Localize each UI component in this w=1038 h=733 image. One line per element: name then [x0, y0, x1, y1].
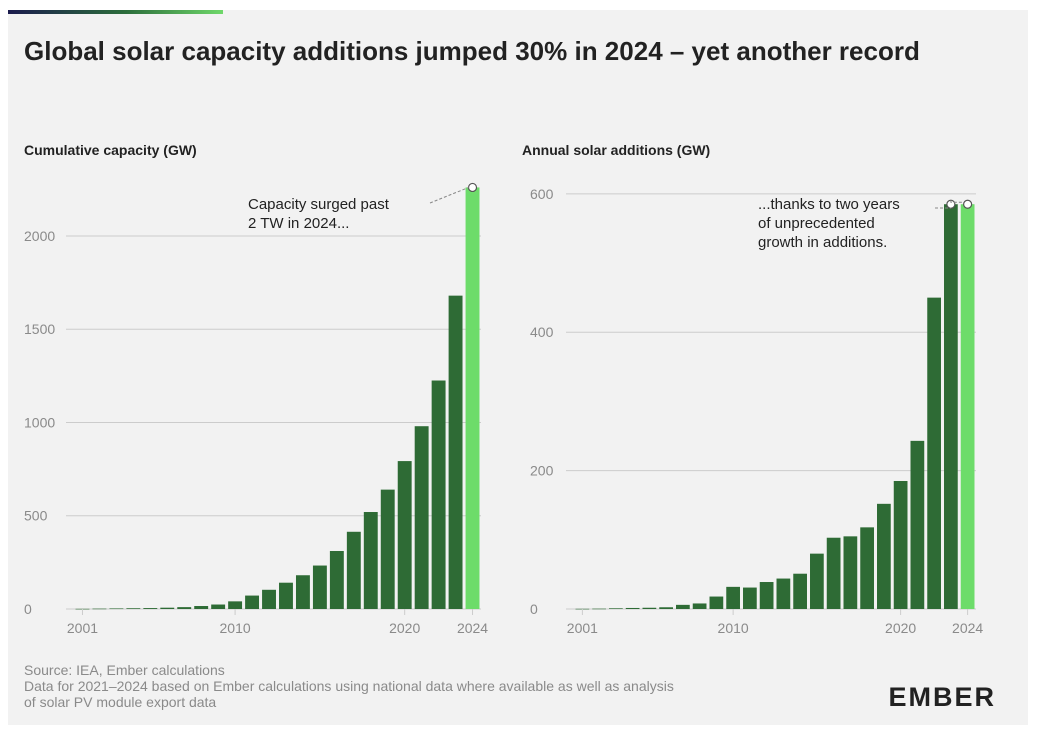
cumulative-bar-2010: [228, 601, 243, 609]
cumulative-annotation-line: 2 TW in 2024...: [248, 215, 349, 232]
annual-bar-2014: [793, 573, 807, 609]
footer-note-line1: Data for 2021–2024 based on Ember calcul…: [24, 678, 674, 694]
annual-bar-2016: [826, 537, 841, 609]
cumulative-bar-2008: [194, 606, 209, 609]
left-chart-title: Cumulative capacity (GW): [24, 142, 197, 158]
annual-bar-2023: [944, 204, 958, 609]
annual-bar-2003: [609, 608, 623, 609]
footer-note-line2: of solar PV module export data: [24, 694, 217, 710]
annual-bar-2004: [625, 607, 640, 609]
cumulative-bar-2012: [262, 589, 276, 609]
cumulative-bar-2007: [177, 607, 192, 609]
cumulative-x-tick-label: 2020: [389, 620, 420, 636]
cumulative-bar-2005: [143, 608, 158, 609]
cumulative-bar-2016: [329, 550, 344, 609]
cumulative-bar-2017: [346, 531, 361, 609]
annual-bar-2020: [893, 480, 908, 609]
cumulative-y-tick-label: 1500: [24, 321, 55, 337]
annual-bar-2015: [810, 553, 824, 609]
cumulative-annotation-line: Capacity surged past: [248, 196, 390, 213]
accent-bar: [8, 10, 223, 14]
cumulative-capacity-chart: 0 500 1000 1500 2000 2001 2010 2020 2024 Capacity…: [24, 182, 488, 636]
annual-annotation-bracket: [950, 200, 964, 203]
annual-bar-2018: [860, 527, 874, 609]
cumulative-bar-2015: [312, 565, 327, 609]
page-title: Global solar capacity additions jumped 3…: [24, 36, 920, 66]
cumulative-y-tick-label: 1000: [24, 414, 55, 430]
annual-bar-2013: [776, 578, 791, 609]
annual-bar-2010: [726, 586, 740, 609]
annual-additions-chart: 0 200 400 600 2001 2010 2020 2024 ...thanks to t…: [530, 186, 983, 636]
footer-source: Source: IEA, Ember calculations: [24, 662, 225, 678]
cumulative-bar-2002: [92, 608, 107, 610]
annual-bar-2022: [927, 297, 941, 609]
annual-x-tick-label: 2010: [718, 620, 749, 636]
cumulative-bar-2021: [414, 426, 429, 609]
cumulative-bar-2009: [211, 604, 226, 609]
annual-bar-2007: [676, 604, 690, 609]
annual-bar-2006: [659, 607, 673, 609]
annual-bar-2009: [709, 596, 724, 609]
cumulative-y-tick-label: 500: [24, 508, 48, 524]
annual-bar-2019: [877, 503, 891, 609]
annual-annotation-line: growth in additions.: [758, 234, 887, 251]
footer: Source: IEA, Ember calculations Data for…: [24, 662, 674, 710]
annual-bar-2008: [692, 603, 707, 609]
annual-2024-marker: [963, 199, 973, 209]
cumulative-bar-2011: [245, 595, 260, 609]
cumulative-annotation-leader: [429, 186, 469, 204]
cumulative-bar-2023: [448, 295, 463, 609]
annual-bar-2021: [910, 440, 925, 609]
cumulative-bar-2022: [431, 380, 446, 609]
cumulative-bar-2003: [109, 608, 124, 610]
annual-x-tick-label: 2020: [885, 620, 916, 636]
annual-annotation-line: ...thanks to two years: [758, 196, 900, 213]
annual-y-tick-label: 0: [530, 601, 538, 617]
cumulative-bar-2006: [160, 607, 175, 609]
cumulative-bar-2020: [397, 461, 412, 609]
annual-bar-2024: [960, 204, 975, 609]
annual-x-tick-label: 2001: [567, 620, 598, 636]
annual-x-tick-label: 2024: [952, 620, 983, 636]
cumulative-bar-2004: [126, 608, 141, 609]
cumulative-bar-2019: [380, 489, 395, 609]
cumulative-bar-2014: [295, 575, 310, 609]
cumulative-bar-2018: [363, 512, 378, 609]
annual-bar-2011: [743, 587, 757, 609]
cumulative-x-tick-label: 2024: [457, 620, 488, 636]
annual-bar-2012: [759, 582, 774, 609]
cumulative-x-tick-label: 2010: [220, 620, 251, 636]
annual-y-tick-label: 600: [530, 186, 554, 202]
cumulative-y-tick-label: 0: [24, 601, 32, 617]
right-chart-title: Annual solar additions (GW): [522, 142, 711, 158]
annual-annotation-line: of unprecedented: [758, 215, 875, 232]
cumulative-bar-2013: [279, 582, 293, 609]
ember-logo: EMBER: [888, 682, 996, 712]
annual-bar-2017: [843, 536, 858, 609]
chart-card: Global solar capacity additions jumped 3…: [8, 10, 1028, 725]
cumulative-x-tick-label: 2001: [67, 620, 98, 636]
annual-bar-2005: [642, 607, 657, 609]
annual-bar-2002: [592, 608, 606, 610]
cumulative-bar-2024: [465, 187, 480, 609]
annual-y-tick-label: 200: [530, 463, 554, 479]
cumulative-y-tick-label: 2000: [24, 228, 55, 244]
annual-y-tick-label: 400: [530, 324, 554, 340]
